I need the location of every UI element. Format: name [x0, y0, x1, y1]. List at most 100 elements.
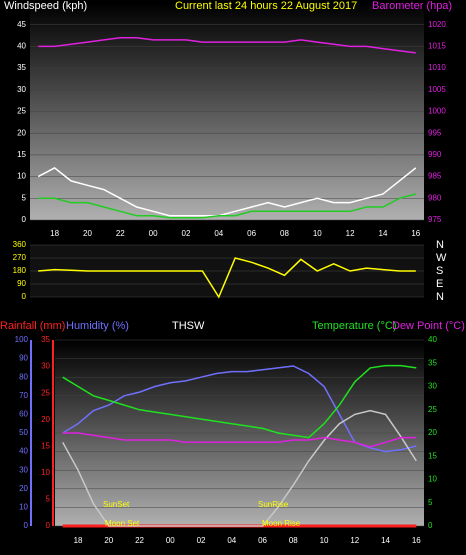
- x-tick-label: 00: [166, 536, 175, 545]
- y-tick-label: 270: [13, 253, 27, 262]
- y-tick-label: N: [436, 239, 444, 251]
- legend-entry: Temperature (°C): [312, 320, 396, 332]
- y-tick-label: 1010: [428, 63, 446, 72]
- y-tick-label: 35: [41, 335, 50, 344]
- y-tick-label: 40: [17, 42, 26, 51]
- y-tick-label: W: [436, 252, 447, 264]
- y-tick-label: 10: [41, 468, 50, 477]
- y-tick-label: 975: [428, 215, 442, 224]
- y-tick-label: 985: [428, 172, 442, 181]
- x-tick-label: 22: [116, 229, 125, 238]
- y-tick-label: 30: [17, 85, 26, 94]
- y-tick-label: 90: [19, 354, 28, 363]
- series-line: [38, 36, 416, 54]
- y-tick-label: 360: [13, 240, 27, 249]
- y-tick-label: 15: [428, 451, 437, 460]
- y-tick-label: 1000: [428, 107, 446, 116]
- x-tick-label: 18: [74, 536, 83, 545]
- x-tick-label: 18: [50, 229, 59, 238]
- x-tick-label: 20: [104, 536, 113, 545]
- legend-entry: Rainfall (mm): [0, 320, 65, 332]
- y-tick-label: 0: [24, 521, 29, 530]
- x-tick-label: 22: [135, 536, 144, 545]
- y-tick-label: 80: [19, 372, 28, 381]
- x-tick-label: 04: [214, 229, 223, 238]
- series-line: [38, 193, 416, 219]
- y-tick-label: 0: [428, 521, 433, 530]
- y-tick-label: 0: [22, 215, 27, 224]
- y-tick-label: 30: [19, 465, 28, 474]
- x-tick-label: 06: [258, 536, 267, 545]
- x-tick-label: 02: [182, 229, 191, 238]
- y-tick-label: 20: [428, 428, 437, 437]
- y-tick-label: 25: [17, 107, 26, 116]
- y-tick-label: E: [436, 278, 443, 290]
- series-line: [37, 167, 417, 217]
- x-tick-label: 12: [350, 536, 359, 545]
- annotation: Moon Set: [105, 519, 140, 528]
- legend-entry: Windspeed (kph): [4, 0, 87, 12]
- y-tick-label: 180: [13, 266, 27, 275]
- y-tick-label: 990: [428, 150, 442, 159]
- y-tick-label: 40: [428, 335, 437, 344]
- series-line: [38, 257, 416, 299]
- annotation: SunSet: [103, 500, 130, 509]
- x-tick-label: 04: [227, 536, 236, 545]
- x-tick-label: 06: [247, 229, 256, 238]
- y-tick-label: 60: [19, 410, 28, 419]
- x-tick-label: 10: [313, 229, 322, 238]
- series-line: [62, 432, 417, 448]
- y-tick-label: 995: [428, 128, 442, 137]
- y-tick-label: 980: [428, 193, 442, 202]
- y-tick-label: 90: [17, 279, 26, 288]
- annotation: Moon Rise: [262, 519, 301, 528]
- y-tick-label: 25: [41, 388, 50, 397]
- y-tick-label: 50: [19, 428, 28, 437]
- y-tick-label: 30: [41, 362, 50, 371]
- y-tick-label: 70: [19, 391, 28, 400]
- x-tick-label: 20: [83, 229, 92, 238]
- x-tick-label: 08: [289, 536, 298, 545]
- x-tick-label: 16: [412, 536, 421, 545]
- y-tick-label: 15: [41, 441, 50, 450]
- y-tick-label: 15: [17, 150, 26, 159]
- y-tick-label: 5: [428, 498, 433, 507]
- y-tick-label: N: [436, 291, 444, 303]
- x-tick-label: 10: [320, 536, 329, 545]
- legend-entry: Dew Point (°C): [392, 320, 465, 332]
- y-tick-label: 35: [428, 358, 437, 367]
- x-tick-label: 14: [381, 536, 390, 545]
- y-tick-label: 10: [428, 475, 437, 484]
- x-tick-label: 14: [379, 229, 388, 238]
- legend-entry: Humidity (%): [66, 320, 129, 332]
- x-tick-label: 08: [280, 229, 289, 238]
- y-tick-label: 40: [19, 447, 28, 456]
- x-tick-label: 16: [411, 229, 420, 238]
- y-tick-label: 35: [17, 63, 26, 72]
- y-tick-label: 25: [428, 405, 437, 414]
- y-tick-label: 1005: [428, 85, 446, 94]
- chart-title: Current last 24 hours 22 August 2017: [175, 0, 357, 12]
- y-tick-label: 10: [19, 503, 28, 512]
- y-tick-label: 100: [15, 335, 29, 344]
- annotation: SunRise: [258, 500, 289, 509]
- y-tick-label: 10: [17, 172, 26, 181]
- y-tick-label: S: [436, 265, 443, 277]
- x-tick-label: 12: [346, 229, 355, 238]
- y-tick-label: 20: [19, 484, 28, 493]
- y-tick-label: 45: [17, 20, 26, 29]
- y-tick-label: 0: [22, 292, 27, 301]
- y-tick-label: 5: [22, 193, 27, 202]
- series-line: [62, 409, 417, 527]
- y-tick-label: 0: [46, 521, 51, 530]
- legend-entry: Barometer (hpa): [372, 0, 452, 12]
- y-tick-label: 20: [41, 415, 50, 424]
- x-tick-label: 02: [197, 536, 206, 545]
- y-tick-label: 30: [428, 382, 437, 391]
- y-tick-label: 20: [17, 128, 26, 137]
- x-tick-label: 00: [149, 229, 158, 238]
- y-tick-label: 1020: [428, 20, 446, 29]
- legend-entry: THSW: [172, 320, 205, 332]
